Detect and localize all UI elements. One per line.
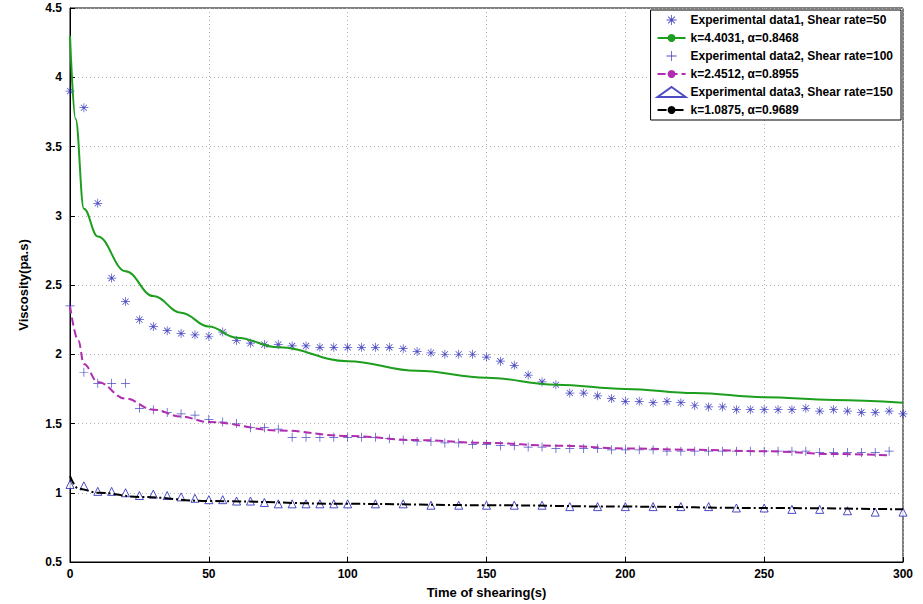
svg-text:Time of shearing(s): Time of shearing(s)	[427, 585, 547, 600]
svg-text:3: 3	[55, 209, 62, 223]
svg-text:1.5: 1.5	[45, 417, 62, 431]
svg-text:300: 300	[893, 567, 913, 581]
svg-text:100: 100	[338, 567, 358, 581]
svg-text:k=2.4512, α=0.8955: k=2.4512, α=0.8955	[691, 67, 799, 81]
svg-text:50: 50	[202, 567, 216, 581]
svg-text:k=4.4031, α=0.8468: k=4.4031, α=0.8468	[691, 31, 799, 45]
svg-text:2.5: 2.5	[45, 278, 62, 292]
svg-text:Experimental data3, Shear rate: Experimental data3, Shear rate=150	[691, 85, 894, 99]
svg-text:250: 250	[754, 567, 774, 581]
svg-text:0.5: 0.5	[45, 555, 62, 569]
svg-text:4.5: 4.5	[45, 1, 62, 15]
svg-text:Viscosity(pa.s): Viscosity(pa.s)	[16, 239, 31, 331]
svg-text:4: 4	[55, 70, 62, 84]
svg-text:200: 200	[615, 567, 635, 581]
svg-text:3.5: 3.5	[45, 140, 62, 154]
svg-text:Experimental data2, Shear rate: Experimental data2, Shear rate=100	[691, 49, 894, 63]
svg-text:Experimental data1, Shear rate: Experimental data1, Shear rate=50	[691, 13, 887, 27]
svg-text:1: 1	[55, 486, 62, 500]
svg-text:0: 0	[67, 567, 74, 581]
svg-text:2: 2	[55, 347, 62, 361]
svg-text:150: 150	[476, 567, 496, 581]
svg-text:k=1.0875, α=0.9689: k=1.0875, α=0.9689	[691, 103, 799, 117]
